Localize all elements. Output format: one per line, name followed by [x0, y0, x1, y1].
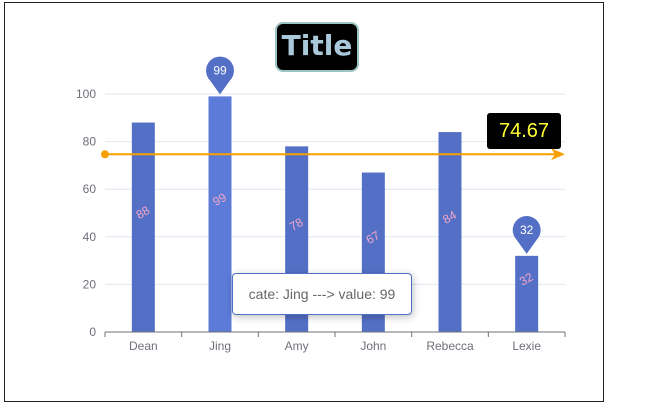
- y-tick-label: 40: [83, 230, 97, 244]
- markline-arrow: [551, 148, 565, 161]
- markline-label: 74.67: [487, 113, 561, 149]
- x-tick-label: Jing: [209, 339, 231, 353]
- tooltip: cate: Jing ---> value: 99: [232, 273, 412, 315]
- markline-start-dot: [101, 150, 109, 159]
- markpoint-label: 32: [520, 223, 534, 237]
- y-tick-label: 60: [83, 182, 97, 196]
- markpoint-pin: [512, 216, 541, 254]
- data-label: 99: [210, 190, 229, 209]
- bar-dean: [131, 122, 155, 332]
- x-tick-label: Dean: [129, 339, 158, 353]
- data-label: 88: [134, 203, 153, 222]
- data-label: 78: [287, 215, 306, 234]
- bar-lexie: [515, 255, 539, 332]
- data-label: 67: [364, 228, 383, 247]
- bar-jing: [208, 96, 232, 332]
- chart-title: Title: [275, 22, 359, 72]
- x-tick-label: Rebecca: [426, 339, 474, 353]
- y-tick-label: 0: [89, 325, 96, 339]
- markpoint-label: 99: [213, 63, 227, 77]
- y-tick-label: 80: [83, 135, 97, 149]
- markpoint-pin: [206, 56, 235, 95]
- y-tick-label: 100: [76, 87, 96, 101]
- x-tick-label: John: [360, 339, 386, 353]
- y-tick-label: 20: [83, 277, 97, 291]
- data-label: 84: [440, 208, 459, 227]
- x-tick-label: Amy: [285, 339, 309, 353]
- data-label: 32: [517, 270, 536, 289]
- bar-rebecca: [438, 132, 462, 332]
- x-tick-label: Lexie: [512, 339, 541, 353]
